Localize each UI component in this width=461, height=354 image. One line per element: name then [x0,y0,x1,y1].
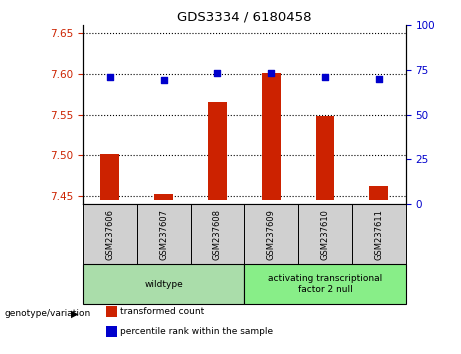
Bar [106,307,117,317]
Bar [369,186,388,200]
Bar [352,204,406,264]
Bar [100,154,119,200]
Bar [83,204,137,264]
Bar [106,326,117,337]
Bar [154,194,173,200]
Text: GSM237610: GSM237610 [320,209,330,259]
Point [267,70,275,76]
Text: GSM237607: GSM237607 [159,209,168,259]
Text: wildtype: wildtype [144,280,183,289]
Text: GSM237606: GSM237606 [106,209,114,259]
Point [106,74,113,80]
Text: GSM237611: GSM237611 [374,209,383,259]
Text: ▶: ▶ [71,308,79,318]
Point [160,78,167,83]
Text: transformed count: transformed count [120,307,204,316]
Bar [316,116,334,200]
Text: percentile rank within the sample: percentile rank within the sample [120,327,273,336]
Bar [137,204,190,264]
Bar [83,264,244,304]
Bar [190,204,244,264]
Text: activating transcriptional
factor 2 null: activating transcriptional factor 2 null [268,274,382,294]
Bar [244,204,298,264]
Bar [244,264,406,304]
Bar [298,204,352,264]
Title: GDS3334 / 6180458: GDS3334 / 6180458 [177,11,312,24]
Bar [262,73,281,200]
Point [214,70,221,76]
Text: GSM237609: GSM237609 [267,209,276,259]
Point [321,74,329,80]
Bar [208,102,227,200]
Text: GSM237608: GSM237608 [213,209,222,259]
Point [375,76,383,81]
Text: genotype/variation: genotype/variation [5,309,91,318]
